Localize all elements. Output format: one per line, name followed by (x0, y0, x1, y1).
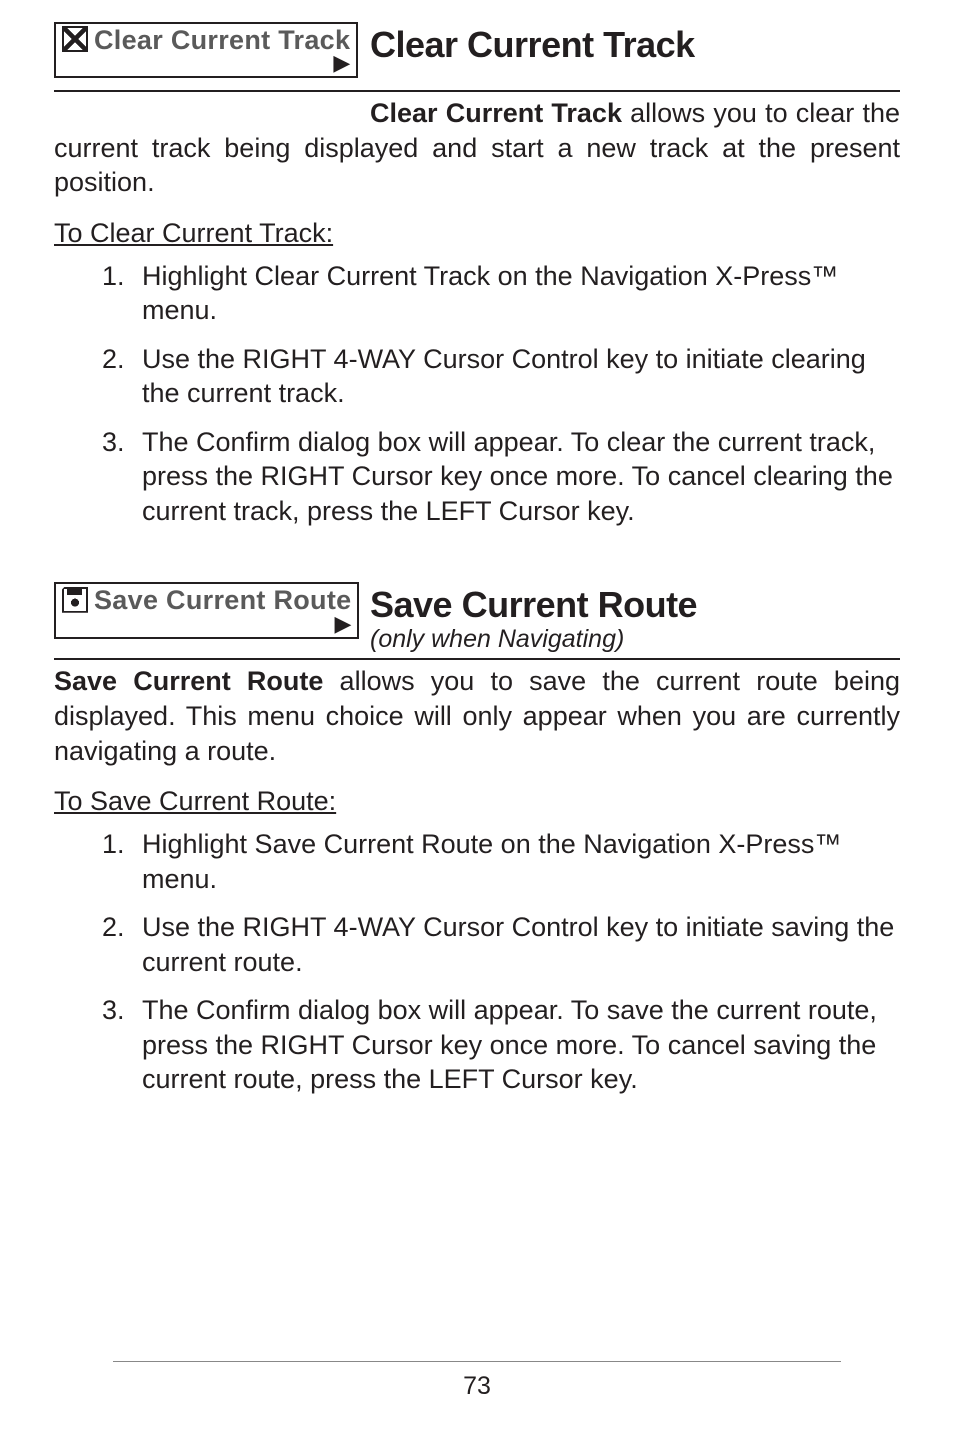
page-number: 73 (463, 1372, 491, 1400)
step-item: Use the RIGHT 4-WAY Cursor Control key t… (102, 910, 900, 979)
steps-list: Highlight Save Current Route on the Navi… (54, 827, 900, 1097)
section-header-save-route: Save Current Route ▶ Save Current Route … (54, 586, 900, 660)
step-item: Use the RIGHT 4-WAY Cursor Control key t… (102, 342, 900, 411)
menu-item-label: Clear Current Track (94, 26, 350, 54)
step-item: The Confirm dialog box will appear. To c… (102, 425, 900, 529)
lead-bold: Clear Current Track (370, 98, 622, 128)
steps-list: Highlight Clear Current Track on the Nav… (54, 259, 900, 529)
clear-icon (62, 26, 90, 54)
right-arrow-icon: ▶ (335, 613, 352, 635)
menu-item-label: Save Current Route (94, 586, 351, 614)
section-header-clear-track: Clear Current Track ▶ Clear Current Trac… (54, 26, 900, 92)
lead-paragraph: Save Current Route allows you to save th… (54, 664, 900, 768)
menu-item-save-current-route[interactable]: Save Current Route ▶ (54, 582, 359, 638)
subheading: To Save Current Route: (54, 786, 900, 817)
step-item: The Confirm dialog box will appear. To s… (102, 993, 900, 1097)
menu-item-clear-current-track[interactable]: Clear Current Track ▶ (54, 22, 358, 78)
lead-paragraph: Clear Current Track allows you to clear … (54, 96, 900, 200)
subheading: To Clear Current Track: (54, 218, 900, 249)
lead-bold: Save Current Route (54, 666, 323, 696)
step-item: Highlight Clear Current Track on the Nav… (102, 259, 900, 328)
step-item: Highlight Save Current Route on the Navi… (102, 827, 900, 896)
right-arrow-icon: ▶ (333, 52, 350, 74)
page-footer: 73 (113, 1361, 841, 1401)
save-icon (62, 587, 90, 615)
